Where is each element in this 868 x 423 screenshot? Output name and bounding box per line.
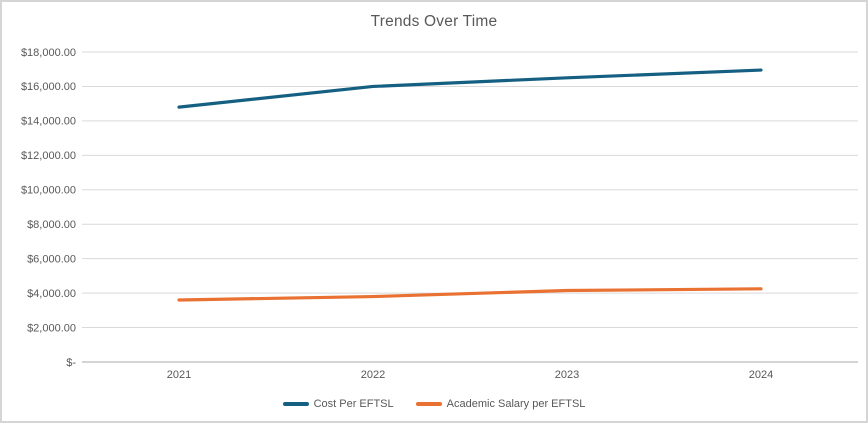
- y-tick-label: $16,000.00: [21, 81, 76, 93]
- legend-item: Cost Per EFTSL: [282, 398, 394, 410]
- x-tick-label: 2021: [167, 369, 191, 381]
- y-tick-label: $4,000.00: [27, 288, 76, 300]
- chart-title: Trends Over Time: [370, 13, 498, 30]
- y-tick-label: $2,000.00: [27, 322, 76, 334]
- x-tick-label: 2022: [361, 369, 385, 381]
- chart-legend: Cost Per EFTSL Academic Salary per EFTSL: [2, 395, 866, 413]
- y-tick-label: $14,000.00: [21, 116, 76, 128]
- x-tick-label: 2023: [555, 369, 579, 381]
- legend-item: Academic Salary per EFTSL: [415, 398, 586, 410]
- y-tick-label: $10,000.00: [21, 185, 76, 197]
- series-line-cost-per-eftsl: [177, 68, 763, 109]
- y-tick-label: $-: [66, 357, 76, 369]
- y-tick-label: $8,000.00: [27, 219, 76, 231]
- series-line-academic-salary-per-eftsl: [177, 287, 763, 302]
- y-tick-label: $12,000.00: [21, 150, 76, 162]
- legend-label: Cost Per EFTSL: [313, 398, 394, 410]
- x-tick-label: 2024: [749, 369, 773, 381]
- legend-label: Academic Salary per EFTSL: [446, 398, 586, 410]
- legend-line-swatch: [415, 402, 442, 406]
- y-tick-label: $18,000.00: [21, 47, 76, 59]
- legend-line-swatch: [282, 402, 309, 406]
- y-tick-label: $6,000.00: [27, 253, 76, 265]
